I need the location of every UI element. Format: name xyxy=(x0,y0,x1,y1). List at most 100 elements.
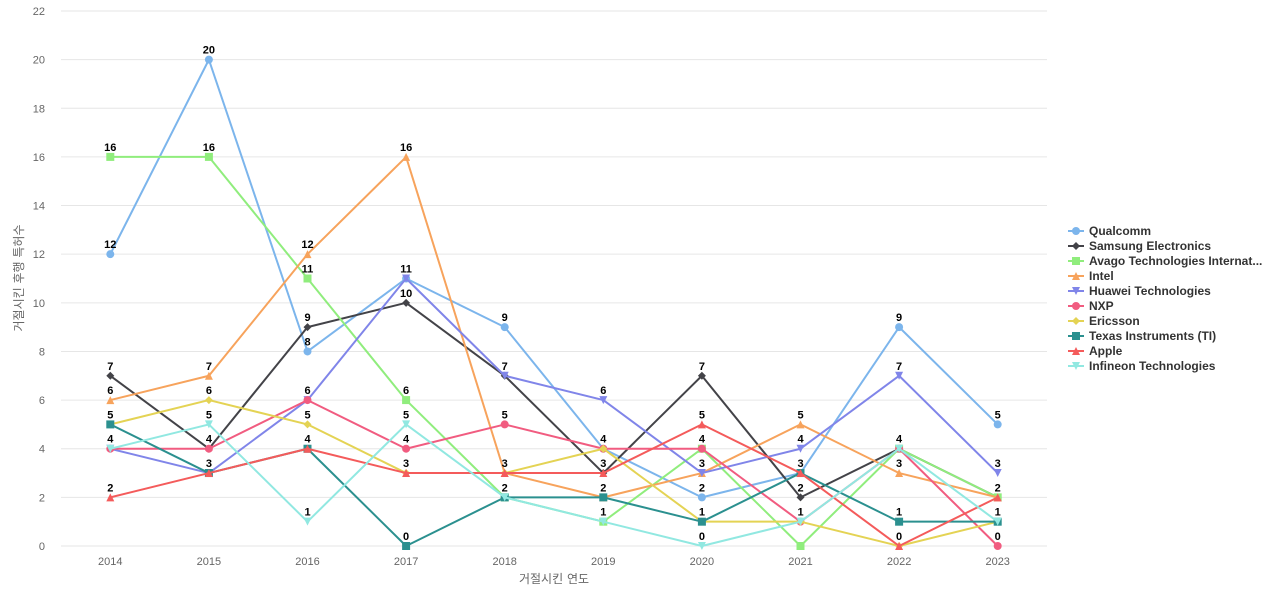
data-point[interactable] xyxy=(796,420,805,429)
data-point[interactable] xyxy=(993,420,1002,429)
data-point[interactable] xyxy=(402,152,411,161)
data-point[interactable] xyxy=(895,542,904,550)
data-point[interactable] xyxy=(204,420,213,429)
data-point[interactable] xyxy=(697,517,706,526)
data-point[interactable] xyxy=(402,396,411,405)
data-point[interactable] xyxy=(697,444,706,453)
data-point[interactable] xyxy=(895,371,904,380)
data-point[interactable] xyxy=(106,371,115,380)
data-point[interactable] xyxy=(993,517,1002,526)
data-point[interactable] xyxy=(303,517,312,526)
data-point[interactable] xyxy=(500,371,509,380)
y-tick-label: 8 xyxy=(39,346,45,358)
legend-item[interactable]: Ericsson xyxy=(1068,314,1140,328)
data-label: 5 xyxy=(797,409,803,421)
legend-label: Huawei Technologies xyxy=(1089,284,1211,298)
data-label: 3 xyxy=(896,458,902,470)
data-point[interactable] xyxy=(599,517,608,526)
data-point[interactable] xyxy=(106,396,115,405)
legend-item[interactable]: Intel xyxy=(1068,269,1114,283)
data-point[interactable] xyxy=(993,469,1002,478)
data-point[interactable] xyxy=(303,444,312,453)
data-point[interactable] xyxy=(895,444,904,453)
data-point[interactable] xyxy=(895,469,904,478)
data-point[interactable] xyxy=(303,347,312,356)
data-label: 7 xyxy=(896,361,902,373)
y-tick-label: 12 xyxy=(33,249,45,261)
data-point[interactable] xyxy=(204,55,213,64)
x-tick-label: 2022 xyxy=(887,556,911,568)
data-point[interactable] xyxy=(697,469,706,478)
data-point[interactable] xyxy=(500,469,509,478)
legend-item[interactable]: Infineon Technologies xyxy=(1068,359,1216,373)
data-point[interactable] xyxy=(204,152,213,161)
legend-item[interactable]: Samsung Electronics xyxy=(1068,239,1211,253)
data-point[interactable] xyxy=(895,323,904,332)
data-label: 6 xyxy=(600,385,606,397)
data-point[interactable] xyxy=(204,444,213,453)
y-tick-label: 20 xyxy=(33,55,45,67)
data-label: 12 xyxy=(301,239,313,251)
data-point[interactable] xyxy=(599,493,608,502)
data-label: 3 xyxy=(797,458,803,470)
x-tick-label: 2017 xyxy=(394,556,418,568)
data-point[interactable] xyxy=(303,420,312,429)
data-label: 11 xyxy=(400,264,412,276)
data-point[interactable] xyxy=(599,396,608,405)
legend-item[interactable]: Avago Technologies Internat... xyxy=(1068,254,1262,268)
data-point[interactable] xyxy=(106,250,115,259)
data-point[interactable] xyxy=(993,542,1002,550)
data-point[interactable] xyxy=(895,517,904,526)
legend-item[interactable]: Apple xyxy=(1068,344,1123,358)
data-label: 4 xyxy=(107,434,114,446)
data-point[interactable] xyxy=(402,274,411,283)
legend-item[interactable]: NXP xyxy=(1068,299,1114,313)
data-point[interactable] xyxy=(106,444,115,453)
data-point[interactable] xyxy=(402,469,411,478)
data-point[interactable] xyxy=(697,371,706,380)
x-tick-label: 2016 xyxy=(295,556,319,568)
data-point[interactable] xyxy=(796,493,805,502)
x-tick-label: 2020 xyxy=(690,556,714,568)
legend-item[interactable]: Qualcomm xyxy=(1068,224,1151,238)
data-point[interactable] xyxy=(993,493,1002,502)
data-label: 2 xyxy=(995,482,1001,494)
data-point[interactable] xyxy=(500,323,509,332)
data-point[interactable] xyxy=(402,420,411,429)
data-point[interactable] xyxy=(599,469,608,478)
data-point[interactable] xyxy=(500,493,509,502)
data-point[interactable] xyxy=(303,396,312,405)
data-point[interactable] xyxy=(106,152,115,161)
data-point[interactable] xyxy=(303,274,312,283)
data-point[interactable] xyxy=(402,298,411,307)
data-point[interactable] xyxy=(697,493,706,502)
data-point[interactable] xyxy=(402,444,411,453)
data-point[interactable] xyxy=(796,517,805,526)
data-point[interactable] xyxy=(204,396,213,405)
legend-label: Samsung Electronics xyxy=(1089,239,1211,253)
data-point[interactable] xyxy=(303,323,312,332)
data-point[interactable] xyxy=(106,493,115,502)
data-point[interactable] xyxy=(402,542,411,550)
data-point[interactable] xyxy=(303,250,312,259)
data-label: 4 xyxy=(699,434,706,446)
data-point[interactable] xyxy=(106,420,115,429)
series-0 xyxy=(106,55,1002,502)
data-label: 3 xyxy=(206,458,212,470)
data-point[interactable] xyxy=(697,542,706,550)
data-label: 1 xyxy=(304,507,310,519)
series-line xyxy=(110,155,998,499)
data-point[interactable] xyxy=(599,444,608,453)
legend-item[interactable]: Huawei Technologies xyxy=(1068,284,1211,298)
legend-item[interactable]: Texas Instruments (TI) xyxy=(1068,329,1216,343)
data-label: 1 xyxy=(797,507,803,519)
data-point[interactable] xyxy=(796,542,805,550)
data-point[interactable] xyxy=(500,420,509,429)
data-point[interactable] xyxy=(697,420,706,429)
data-point[interactable] xyxy=(204,469,213,478)
x-tick-label: 2019 xyxy=(591,556,615,568)
grid-lines xyxy=(61,10,1047,547)
data-point[interactable] xyxy=(796,469,805,478)
data-point[interactable] xyxy=(204,371,213,380)
data-point[interactable] xyxy=(796,444,805,453)
